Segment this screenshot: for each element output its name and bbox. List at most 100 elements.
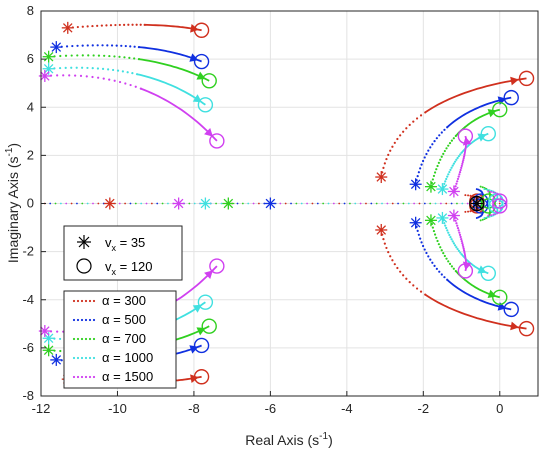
real-axis-dot [161, 202, 164, 205]
locus-dot [452, 162, 456, 165]
closed-loop-circle-lower [201, 318, 217, 334]
right-star-lower [375, 223, 388, 236]
locus-dot [455, 182, 458, 185]
locus-dot [76, 25, 79, 29]
locus-dot [457, 155, 460, 158]
x-tick-label: -12 [32, 401, 51, 416]
locus-dot [412, 120, 415, 123]
real-axis-dot [86, 202, 89, 205]
locus-dot [440, 273, 443, 276]
locus-dot [433, 264, 436, 267]
locus-dot [435, 267, 438, 270]
real-axis-dot [423, 202, 426, 205]
locus-dot [412, 284, 415, 287]
locus-dot [393, 263, 396, 266]
locus-dot [452, 267, 455, 270]
legend-circle-label: vx = 120 [105, 259, 153, 277]
real-axis-dot [311, 202, 314, 205]
axis-star [222, 197, 235, 210]
locus-dot [440, 131, 443, 134]
arrow-head [204, 127, 213, 137]
axis-star [199, 197, 212, 210]
locus-dot [134, 85, 137, 88]
locus-dot [450, 265, 453, 268]
locus-dot [383, 242, 386, 245]
locus-dot [456, 180, 459, 183]
locus-dot [115, 44, 118, 47]
locus-dot [129, 83, 132, 87]
locus-dot [107, 68, 110, 71]
inner-dot [487, 190, 490, 193]
locus-dot [97, 76, 100, 79]
closed-loop-circle-upper [193, 22, 210, 38]
locus-dot [447, 144, 450, 147]
locus-dot [423, 156, 426, 159]
y-tick-label: 6 [27, 51, 34, 66]
inner-dot [481, 186, 484, 189]
real-axis-dot [193, 202, 196, 205]
axis-ticks: -12 -10 -8 -6 -4 -2 0 -8 -6 -4 -2 0 2 4 6 8 [22, 3, 503, 416]
locus-dot [113, 55, 116, 58]
series-legend: α = 300 α = 500 α = 700 α = 1000 α = 1500 [63, 290, 177, 389]
pole-markers [38, 21, 535, 386]
locus-dot [415, 117, 419, 120]
locus-dot [135, 23, 138, 26]
locus-dot [399, 270, 402, 273]
x-tick-label: -6 [265, 401, 277, 416]
right-circle-lower [480, 265, 496, 281]
locus-dot [124, 82, 127, 85]
real-axis-dot [241, 202, 244, 205]
real-axis-dot [332, 202, 335, 205]
real-axis-dot [188, 202, 191, 205]
locus-dot [448, 142, 452, 145]
locus-dot [91, 24, 94, 28]
inner-dot [488, 215, 491, 218]
locus-dot [408, 123, 411, 126]
locus-dot [417, 171, 420, 174]
locus-dot [448, 170, 451, 174]
inner-circle-upper [492, 193, 508, 209]
locus-dot [81, 25, 84, 28]
legend-swatch [92, 356, 96, 360]
real-axis-dot [354, 202, 357, 205]
real-axis-dot [145, 202, 148, 205]
locus-dot [396, 137, 399, 141]
real-axis-dot [76, 202, 78, 205]
locus-dot [452, 137, 455, 140]
locus-dot [437, 243, 440, 246]
real-axis-dot [391, 202, 394, 205]
locus-dot [456, 224, 459, 227]
inner-dot [464, 210, 467, 213]
locus-dot [419, 290, 423, 293]
real-axis-dot [343, 202, 346, 205]
locus-dot [461, 160, 464, 164]
locus-dot [126, 71, 129, 74]
real-axis-dot [150, 202, 153, 205]
open-loop-star-upper [61, 21, 74, 34]
arrow-head [189, 345, 199, 354]
legend-swatch [84, 318, 88, 322]
locus-dot [97, 54, 101, 57]
arrow-head [510, 76, 519, 86]
locus-dot [118, 23, 121, 27]
locus-dot [439, 158, 442, 161]
locus-dot [81, 54, 84, 57]
inner-dot [487, 214, 490, 217]
locus-dot [421, 159, 425, 163]
y-tick-label: 4 [27, 99, 34, 114]
locus-dot [454, 244, 457, 247]
locus-dot [458, 171, 462, 174]
real-axis-dot [140, 202, 143, 205]
locus-dot [56, 74, 59, 77]
open-loop-star-upper [50, 41, 63, 54]
real-axis-dot [407, 202, 410, 205]
locus-dot [433, 140, 436, 143]
closed-loop-circle-upper [197, 97, 214, 113]
locus-dot [459, 235, 462, 239]
locus-dot [417, 233, 420, 236]
real-axis-dot [49, 202, 52, 205]
locus-dot [109, 24, 113, 27]
y-tick-label: -8 [22, 388, 34, 403]
y-tick-label: -2 [22, 244, 34, 259]
